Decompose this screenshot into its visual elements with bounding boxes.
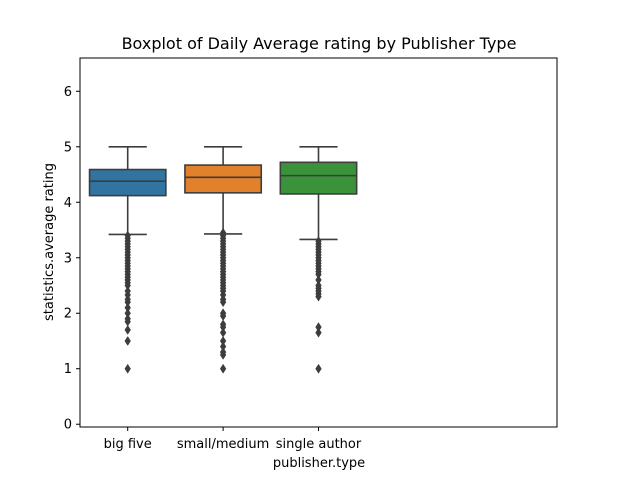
outlier-point [315,291,322,302]
box-group [184,145,263,374]
x-tick-label: single author [276,437,362,452]
y-tick-label: 3 [64,251,72,266]
box-body [184,164,263,194]
x-tick-label: small/medium [177,437,269,452]
outlier-point [124,363,131,374]
outlier-point [219,363,227,374]
plot-area [88,145,358,374]
box-body [279,161,358,195]
y-tick-label: 1 [64,362,72,377]
y-tick-label: 5 [64,140,72,155]
box-group [88,145,167,374]
outlier-point [315,363,322,374]
outlier-point [315,327,322,338]
outlier-point [124,324,131,335]
outlier-point [219,297,227,308]
y-tick-label: 0 [64,418,72,433]
x-axis: big five small/medium single author [104,427,362,452]
y-tick-label: 6 [64,85,72,100]
y-tick-label: 2 [64,307,72,322]
outlier-point [219,349,227,360]
y-axis: 0 1 2 3 4 5 6 [64,85,80,433]
outlier-point [124,336,131,346]
outlier-point [219,327,227,338]
box-body [88,168,167,197]
y-tick-label: 4 [64,196,72,211]
x-axis-label: publisher.type [273,456,365,471]
y-axis-label: statistics.average rating [42,163,57,321]
chart-title: Boxplot of Daily Average rating by Publi… [122,34,517,53]
x-tick-label: big five [104,437,152,452]
box-group [279,145,358,374]
